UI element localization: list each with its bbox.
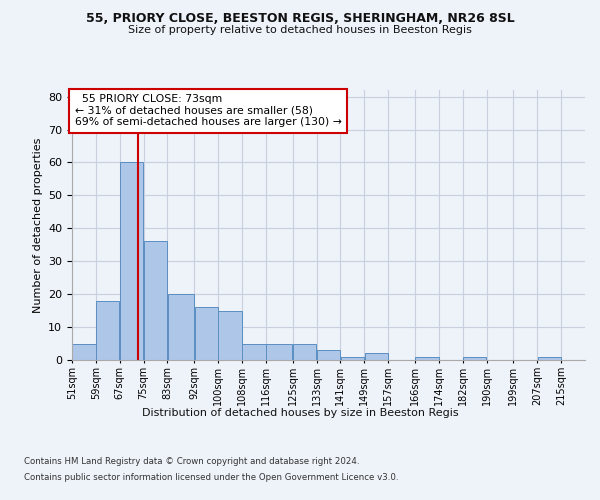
Bar (317, 350, 340, 360)
Bar (168, 294, 194, 360)
Bar (415, 356, 439, 360)
Text: Contains HM Land Registry data © Crown copyright and database right 2024.: Contains HM Land Registry data © Crown c… (24, 458, 359, 466)
Text: Distribution of detached houses by size in Beeston Regis: Distribution of detached houses by size … (142, 408, 458, 418)
Bar (365, 354, 388, 360)
Bar (218, 310, 242, 360)
Bar (293, 344, 316, 360)
Bar (463, 356, 487, 360)
Bar (266, 344, 292, 360)
Bar (96, 300, 119, 360)
Bar (341, 356, 364, 360)
Bar (120, 162, 143, 360)
Bar (194, 308, 218, 360)
Text: 55 PRIORY CLOSE: 73sqm
← 31% of detached houses are smaller (58)
69% of semi-det: 55 PRIORY CLOSE: 73sqm ← 31% of detached… (74, 94, 341, 127)
Bar (242, 344, 266, 360)
Bar (144, 242, 167, 360)
Bar (72, 344, 95, 360)
Bar (538, 356, 561, 360)
Text: Contains public sector information licensed under the Open Government Licence v3: Contains public sector information licen… (24, 472, 398, 482)
Text: 55, PRIORY CLOSE, BEESTON REGIS, SHERINGHAM, NR26 8SL: 55, PRIORY CLOSE, BEESTON REGIS, SHERING… (86, 12, 514, 26)
Y-axis label: Number of detached properties: Number of detached properties (32, 138, 43, 312)
Text: Size of property relative to detached houses in Beeston Regis: Size of property relative to detached ho… (128, 25, 472, 35)
